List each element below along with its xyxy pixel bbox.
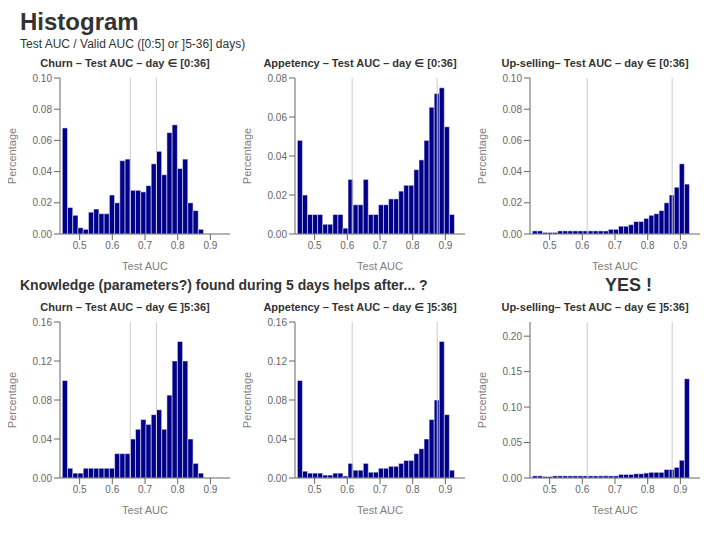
svg-text:0.5: 0.5 (543, 484, 557, 495)
svg-text:0.6: 0.6 (105, 484, 119, 495)
svg-text:Percentage: Percentage (8, 128, 18, 184)
svg-text:Percentage: Percentage (243, 372, 253, 428)
svg-text:Test AUC: Test AUC (357, 504, 403, 514)
svg-text:0.6: 0.6 (105, 240, 119, 251)
svg-text:Percentage: Percentage (243, 128, 253, 184)
svg-text:0.10: 0.10 (503, 402, 523, 413)
svg-text:Test AUC: Test AUC (122, 504, 168, 514)
svg-text:Percentage: Percentage (478, 128, 488, 184)
svg-text:0.02: 0.02 (503, 197, 523, 208)
svg-text:0.6: 0.6 (575, 240, 589, 251)
svg-text:Test AUC: Test AUC (122, 260, 168, 270)
svg-text:Percentage: Percentage (478, 372, 488, 428)
svg-text:0.8: 0.8 (171, 484, 185, 495)
svg-text:Test AUC: Test AUC (357, 260, 403, 270)
html-text:Appetency – Test AUC – day ∈ [: Appetency – Test AUC – day ∈ [0:36] (263, 57, 457, 69)
svg-text:Test AUC: Test AUC (592, 504, 638, 514)
svg-text:0.20: 0.20 (503, 331, 523, 342)
svg-text:0.04: 0.04 (33, 434, 53, 445)
svg-text:0.04: 0.04 (268, 151, 288, 162)
svg-text:0.8: 0.8 (171, 240, 185, 251)
svg-text:0.04: 0.04 (268, 434, 288, 445)
svg-text:0.12: 0.12 (33, 356, 53, 367)
svg-text:Test AUC: Test AUC (592, 260, 638, 270)
html-text:Churn – Test AUC – day ∈ [0:36: Churn – Test AUC – day ∈ [0:36] (40, 57, 210, 69)
svg-text:0.8: 0.8 (406, 240, 420, 251)
svg-text:0.15: 0.15 (503, 366, 523, 377)
svg-text:0.08: 0.08 (268, 73, 288, 84)
svg-text:0.7: 0.7 (138, 484, 152, 495)
svg-text:0.02: 0.02 (33, 197, 53, 208)
svg-text:0.5: 0.5 (543, 240, 557, 251)
svg-text:0.08: 0.08 (33, 104, 53, 115)
html-text:Histogram: Histogram (20, 8, 139, 35)
svg-text:0.5: 0.5 (308, 484, 322, 495)
svg-text:0.5: 0.5 (308, 240, 322, 251)
svg-text:0.00: 0.00 (268, 229, 288, 240)
html-text:Up-selling– Test AUC – day ∈ ]: Up-selling– Test AUC – day ∈ ]5:36] (501, 301, 689, 313)
svg-text:0.5: 0.5 (73, 240, 87, 251)
svg-text:0.04: 0.04 (503, 166, 523, 177)
svg-text:0.04: 0.04 (33, 166, 53, 177)
svg-text:0.10: 0.10 (33, 73, 53, 84)
svg-text:0.9: 0.9 (203, 484, 217, 495)
svg-text:0.12: 0.12 (268, 356, 288, 367)
html-text:Appetency – Test AUC – day ∈ ]: Appetency – Test AUC – day ∈ ]5:36] (263, 301, 457, 313)
svg-text:0.00: 0.00 (268, 473, 288, 484)
svg-text:0.00: 0.00 (503, 473, 523, 484)
svg-text:0.9: 0.9 (673, 240, 687, 251)
svg-text:0.06: 0.06 (503, 135, 523, 146)
svg-text:0.08: 0.08 (268, 395, 288, 406)
svg-text:0.06: 0.06 (268, 112, 288, 123)
svg-text:0.00: 0.00 (33, 473, 53, 484)
html-text:Test AUC / Valid AUC ([0:5] or: Test AUC / Valid AUC ([0:5] or ]5-36] da… (20, 37, 246, 51)
svg-text:0.5: 0.5 (73, 484, 87, 495)
html-text:Churn – Test AUC – day ∈ ]5:36: Churn – Test AUC – day ∈ ]5:36] (40, 301, 210, 313)
svg-text:0.9: 0.9 (673, 484, 687, 495)
html-text:YES !: YES ! (605, 274, 652, 295)
svg-text:0.16: 0.16 (33, 317, 53, 328)
svg-text:0.7: 0.7 (608, 484, 622, 495)
svg-text:0.00: 0.00 (503, 229, 523, 240)
html-text:Knowledge (parameters?) found: Knowledge (parameters?) found during 5 d… (20, 277, 428, 293)
svg-text:0.8: 0.8 (641, 240, 655, 251)
svg-text:0.6: 0.6 (340, 240, 354, 251)
svg-text:0.06: 0.06 (33, 135, 53, 146)
svg-text:0.10: 0.10 (503, 73, 523, 84)
svg-text:0.8: 0.8 (641, 484, 655, 495)
svg-text:0.02: 0.02 (268, 190, 288, 201)
svg-text:0.7: 0.7 (608, 240, 622, 251)
svg-text:0.05: 0.05 (503, 437, 523, 448)
html-text:Up-selling– Test AUC – day ∈ [: Up-selling– Test AUC – day ∈ [0:36] (501, 57, 689, 69)
svg-text:0.16: 0.16 (268, 317, 288, 328)
svg-text:0.6: 0.6 (575, 484, 589, 495)
svg-text:0.00: 0.00 (33, 229, 53, 240)
svg-text:0.7: 0.7 (373, 484, 387, 495)
svg-text:0.9: 0.9 (438, 240, 452, 251)
svg-text:0.7: 0.7 (373, 240, 387, 251)
svg-text:0.9: 0.9 (203, 240, 217, 251)
svg-text:Percentage: Percentage (8, 372, 18, 428)
svg-text:0.7: 0.7 (138, 240, 152, 251)
svg-text:0.6: 0.6 (340, 484, 354, 495)
svg-text:0.08: 0.08 (33, 395, 53, 406)
svg-text:0.8: 0.8 (406, 484, 420, 495)
svg-text:0.08: 0.08 (503, 104, 523, 115)
svg-text:0.9: 0.9 (438, 484, 452, 495)
